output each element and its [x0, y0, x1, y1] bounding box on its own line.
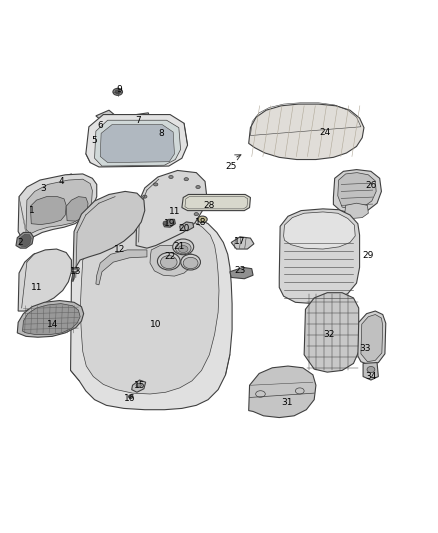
- Text: 19: 19: [164, 219, 176, 228]
- Ellipse shape: [153, 183, 158, 186]
- Text: 25: 25: [226, 163, 237, 172]
- Polygon shape: [338, 173, 376, 209]
- Polygon shape: [136, 171, 207, 248]
- Text: 16: 16: [124, 394, 135, 403]
- Text: 12: 12: [114, 245, 125, 254]
- Ellipse shape: [183, 257, 198, 269]
- Polygon shape: [73, 191, 145, 282]
- Polygon shape: [345, 203, 368, 219]
- Ellipse shape: [198, 199, 203, 201]
- Ellipse shape: [173, 239, 194, 255]
- Text: 29: 29: [363, 251, 374, 260]
- Ellipse shape: [196, 185, 200, 189]
- Text: 6: 6: [97, 122, 103, 131]
- Polygon shape: [39, 183, 55, 192]
- Text: 7: 7: [135, 116, 141, 125]
- Text: 32: 32: [323, 330, 335, 338]
- Polygon shape: [361, 314, 383, 362]
- Text: 22: 22: [165, 253, 176, 261]
- Ellipse shape: [178, 246, 188, 253]
- Text: 24: 24: [319, 127, 330, 136]
- Text: 33: 33: [360, 344, 371, 353]
- Polygon shape: [16, 232, 33, 248]
- Text: 23: 23: [234, 266, 246, 276]
- Text: 11: 11: [31, 283, 42, 292]
- Text: 21: 21: [173, 243, 184, 252]
- Text: 15: 15: [134, 381, 145, 390]
- Polygon shape: [127, 113, 150, 121]
- Text: 4: 4: [58, 177, 64, 186]
- Ellipse shape: [72, 268, 78, 272]
- Text: 26: 26: [365, 181, 377, 190]
- Polygon shape: [22, 304, 80, 335]
- Ellipse shape: [136, 383, 141, 387]
- Polygon shape: [19, 197, 27, 239]
- Text: 3: 3: [41, 184, 46, 193]
- Polygon shape: [180, 222, 194, 231]
- Polygon shape: [30, 197, 66, 224]
- Text: 11: 11: [169, 207, 180, 216]
- Polygon shape: [86, 115, 187, 167]
- Text: 13: 13: [70, 267, 81, 276]
- Ellipse shape: [181, 254, 201, 270]
- Polygon shape: [333, 169, 381, 213]
- Ellipse shape: [184, 177, 188, 181]
- Polygon shape: [26, 179, 92, 234]
- Ellipse shape: [194, 213, 198, 216]
- Text: 18: 18: [195, 219, 206, 228]
- Polygon shape: [95, 120, 180, 166]
- Text: 5: 5: [92, 136, 97, 146]
- Polygon shape: [54, 174, 74, 184]
- Ellipse shape: [163, 221, 167, 224]
- Polygon shape: [66, 197, 88, 221]
- Polygon shape: [96, 110, 114, 120]
- Polygon shape: [249, 366, 316, 417]
- Text: 2: 2: [18, 238, 23, 247]
- Polygon shape: [230, 268, 253, 279]
- Ellipse shape: [169, 175, 173, 179]
- Polygon shape: [96, 250, 147, 285]
- Polygon shape: [363, 362, 378, 380]
- Text: 34: 34: [365, 372, 377, 381]
- Ellipse shape: [198, 216, 207, 223]
- Polygon shape: [163, 220, 175, 227]
- Polygon shape: [154, 123, 169, 133]
- Polygon shape: [284, 212, 355, 249]
- Ellipse shape: [113, 88, 123, 95]
- Polygon shape: [71, 215, 232, 410]
- Text: 31: 31: [281, 398, 293, 407]
- Polygon shape: [150, 246, 193, 276]
- Polygon shape: [18, 249, 71, 311]
- Text: 8: 8: [159, 129, 164, 138]
- Text: 28: 28: [204, 201, 215, 210]
- Polygon shape: [182, 195, 251, 211]
- Ellipse shape: [143, 195, 147, 198]
- Ellipse shape: [129, 395, 133, 398]
- Polygon shape: [279, 209, 360, 304]
- Ellipse shape: [160, 256, 177, 269]
- Text: 14: 14: [46, 320, 58, 329]
- Text: 20: 20: [178, 223, 190, 232]
- Ellipse shape: [157, 253, 180, 270]
- Ellipse shape: [367, 367, 375, 373]
- Polygon shape: [231, 237, 254, 249]
- Polygon shape: [17, 301, 84, 337]
- Polygon shape: [304, 293, 359, 372]
- Text: 1: 1: [29, 206, 35, 215]
- Polygon shape: [358, 311, 386, 365]
- Polygon shape: [19, 234, 31, 247]
- Ellipse shape: [115, 90, 120, 94]
- Text: 10: 10: [150, 320, 162, 329]
- Polygon shape: [132, 380, 146, 392]
- Polygon shape: [80, 219, 219, 394]
- Ellipse shape: [175, 243, 191, 254]
- Polygon shape: [18, 174, 97, 240]
- Text: 17: 17: [234, 237, 246, 246]
- Text: 9: 9: [117, 85, 122, 94]
- Ellipse shape: [185, 222, 190, 225]
- Polygon shape: [249, 104, 364, 159]
- Polygon shape: [100, 125, 174, 163]
